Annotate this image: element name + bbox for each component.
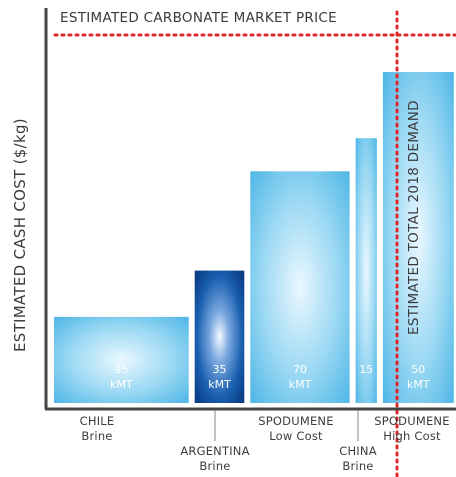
bar-unit-label: kMT (208, 378, 231, 391)
bar-4 (382, 72, 454, 403)
bar-value-label: 35 (213, 363, 227, 376)
x-tick-sublabel: Low Cost (269, 429, 323, 443)
bar-value-label: 15 (359, 363, 373, 376)
x-tick-label: CHINA (339, 444, 377, 458)
bar-unit-label: kMT (289, 378, 312, 391)
bar-1 (194, 270, 245, 403)
bars-layer: 95 kMT 35 kMT 70 kMT 15 50 kMT (54, 72, 454, 403)
bar-0 (54, 316, 189, 403)
bar-3 (355, 138, 377, 403)
x-tick-label: CHILE (80, 414, 115, 428)
x-tick-sublabel: Brine (81, 429, 112, 443)
x-tick-sublabel: High Cost (383, 429, 441, 443)
x-tick-label: ARGENTINA (180, 444, 249, 458)
bar-unit-label: kMT (110, 378, 133, 391)
demand-line-label: ESTIMATED TOTAL 2018 DEMAND (406, 100, 422, 335)
x-tick-label: SPODUMENE (258, 414, 333, 428)
x-tick-sublabel: Brine (342, 459, 373, 473)
price-line-label: ESTIMATED CARBONATE MARKET PRICE (60, 10, 337, 26)
x-tick-label: SPODUMENE (374, 414, 449, 428)
bar-value-label: 50 (411, 363, 425, 376)
x-tick-sublabel: Brine (199, 459, 230, 473)
y-axis-label: ESTIMATED CASH COST ($/kg) (11, 118, 29, 352)
bar-value-label: 95 (114, 363, 128, 376)
bar-2 (250, 171, 350, 403)
bar-value-label: 70 (293, 363, 307, 376)
bar-unit-label: kMT (407, 378, 430, 391)
